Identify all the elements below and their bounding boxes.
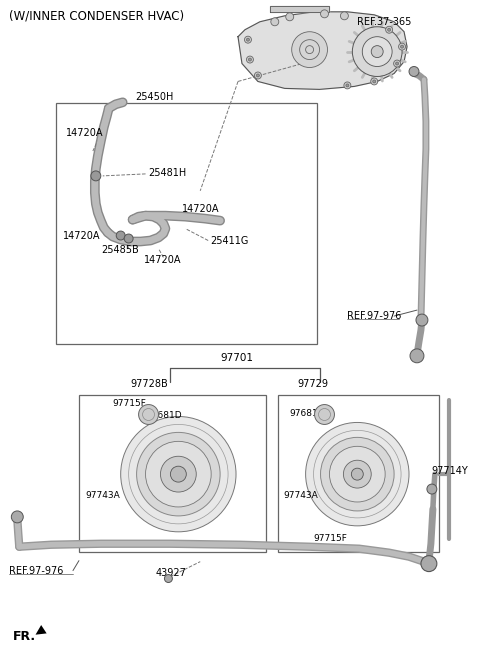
Circle shape xyxy=(416,314,428,326)
Circle shape xyxy=(409,66,419,77)
Text: REF.97-976: REF.97-976 xyxy=(9,565,64,575)
Circle shape xyxy=(401,45,404,48)
Bar xyxy=(56,103,316,344)
Circle shape xyxy=(165,575,172,583)
Text: REF.97-976: REF.97-976 xyxy=(348,311,402,321)
Circle shape xyxy=(249,58,252,61)
Circle shape xyxy=(306,422,409,526)
Circle shape xyxy=(394,60,401,67)
Circle shape xyxy=(246,56,253,63)
Circle shape xyxy=(421,556,437,571)
Text: 97714Y: 97714Y xyxy=(431,466,468,476)
Polygon shape xyxy=(270,6,329,12)
Circle shape xyxy=(254,72,262,79)
Circle shape xyxy=(170,466,186,482)
Circle shape xyxy=(371,78,378,85)
Circle shape xyxy=(116,231,125,240)
Circle shape xyxy=(256,74,259,77)
Text: 14720A: 14720A xyxy=(144,255,181,266)
Bar xyxy=(79,395,266,552)
Circle shape xyxy=(160,457,196,492)
Text: 14720A: 14720A xyxy=(63,230,100,241)
Circle shape xyxy=(292,31,327,68)
Text: (W/INNER CONDENSER HVAC): (W/INNER CONDENSER HVAC) xyxy=(9,9,184,22)
Text: 25450H: 25450H xyxy=(136,92,174,102)
Circle shape xyxy=(344,82,351,89)
Text: 97729: 97729 xyxy=(298,379,329,388)
Text: 97715F: 97715F xyxy=(313,534,348,543)
Text: FR.: FR. xyxy=(13,630,36,643)
Circle shape xyxy=(343,461,371,488)
Circle shape xyxy=(373,80,376,83)
Circle shape xyxy=(139,405,158,424)
Circle shape xyxy=(385,26,393,33)
Circle shape xyxy=(396,62,398,65)
Circle shape xyxy=(329,446,385,502)
Circle shape xyxy=(398,43,406,50)
Text: 97681D: 97681D xyxy=(146,411,182,420)
Circle shape xyxy=(346,84,349,87)
Circle shape xyxy=(314,405,335,424)
Text: 97728B: 97728B xyxy=(131,379,168,388)
Circle shape xyxy=(362,37,392,66)
Circle shape xyxy=(410,349,424,363)
Circle shape xyxy=(351,468,363,480)
Text: 25485B: 25485B xyxy=(101,245,139,255)
Polygon shape xyxy=(238,12,407,89)
Text: 43927: 43927 xyxy=(156,567,186,577)
Text: 25411G: 25411G xyxy=(210,236,249,245)
Bar xyxy=(278,395,439,552)
Circle shape xyxy=(137,432,220,516)
Circle shape xyxy=(427,484,437,494)
Circle shape xyxy=(352,27,402,77)
Text: 14720A: 14720A xyxy=(66,128,104,138)
Circle shape xyxy=(244,36,252,43)
Circle shape xyxy=(145,441,211,507)
Text: 97701: 97701 xyxy=(220,353,253,363)
Circle shape xyxy=(91,171,101,181)
Text: 97743A: 97743A xyxy=(85,491,120,499)
Circle shape xyxy=(271,18,279,26)
Circle shape xyxy=(321,438,394,511)
Circle shape xyxy=(321,10,328,18)
Circle shape xyxy=(340,12,348,20)
Text: REF.37-365: REF.37-365 xyxy=(357,17,412,27)
Text: 97715F: 97715F xyxy=(113,399,146,408)
Circle shape xyxy=(286,13,294,21)
Circle shape xyxy=(371,46,383,58)
Circle shape xyxy=(246,38,250,41)
Circle shape xyxy=(120,417,236,532)
Circle shape xyxy=(12,511,23,523)
Circle shape xyxy=(124,234,133,243)
Text: 97743A: 97743A xyxy=(284,491,319,499)
Text: 97681D: 97681D xyxy=(290,409,325,418)
Text: 14720A: 14720A xyxy=(182,204,220,214)
Text: 25481H: 25481H xyxy=(148,168,187,178)
Circle shape xyxy=(388,28,391,31)
